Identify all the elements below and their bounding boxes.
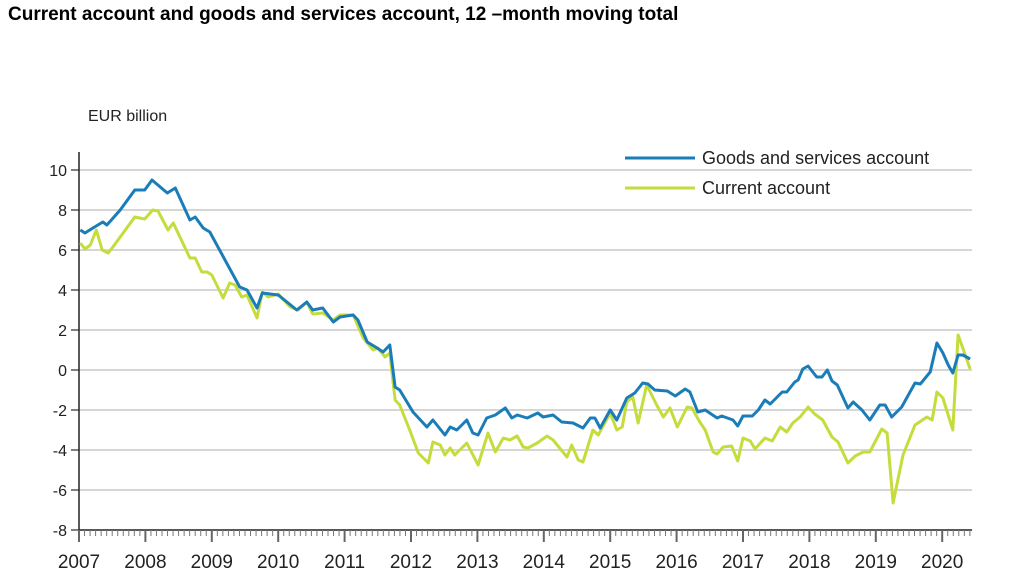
- gridlines: [79, 169, 973, 491]
- x-tick-label: 2012: [390, 552, 432, 573]
- x-tick-label: 2016: [655, 552, 697, 573]
- y-tick-label: 6: [58, 243, 67, 260]
- y-tick-label: 2: [58, 323, 67, 340]
- series-lines: [79, 178, 972, 505]
- y-tick-label: -8: [53, 523, 67, 540]
- points-current-account: [80, 209, 971, 504]
- y-tick-label: 0: [58, 363, 67, 380]
- series-line-current-account: [79, 208, 972, 505]
- x-tick-label: 2008: [124, 552, 166, 573]
- x-tick-label: 2018: [788, 552, 830, 573]
- x-tick-label: 2020: [921, 552, 963, 573]
- y-tick-label: 4: [58, 283, 67, 300]
- x-tick-label: 2013: [456, 552, 498, 573]
- x-tick-label: 2011: [324, 552, 365, 573]
- x-tick-label: 2010: [257, 552, 299, 573]
- y-tick-label: -4: [53, 443, 67, 460]
- y-axis-ticks: 10 8 6 4 2 0 -2 -4 -6 -8: [49, 152, 80, 540]
- y-tick-label: -2: [53, 403, 67, 420]
- x-tick-label: 2019: [855, 552, 897, 573]
- legend-label-current-account: Current account: [702, 178, 830, 198]
- series-line-goods-and-services: [79, 178, 971, 437]
- x-tick-label: 2014: [523, 552, 566, 573]
- x-tick-label: 2009: [191, 552, 233, 573]
- x-tick-label: 2017: [722, 552, 764, 573]
- y-axis-label: EUR billion: [88, 108, 167, 125]
- x-tick-label: 2007: [58, 552, 100, 573]
- x-axis-ticks: 2007 2008 2009 2010 2011 2012 2013 2014 2015 2016…: [58, 529, 973, 573]
- y-tick-label: -6: [53, 483, 67, 500]
- legend-label-goods-and-services: Goods and services account: [702, 148, 929, 168]
- legend: Goods and services account Current accou…: [625, 148, 929, 198]
- y-tick-label: 8: [58, 203, 67, 220]
- points-goods-and-services: [80, 179, 971, 436]
- x-tick-label: 2015: [589, 552, 631, 573]
- y-tick-label: 10: [49, 163, 67, 180]
- chart-title: Current account and goods and services a…: [8, 4, 679, 25]
